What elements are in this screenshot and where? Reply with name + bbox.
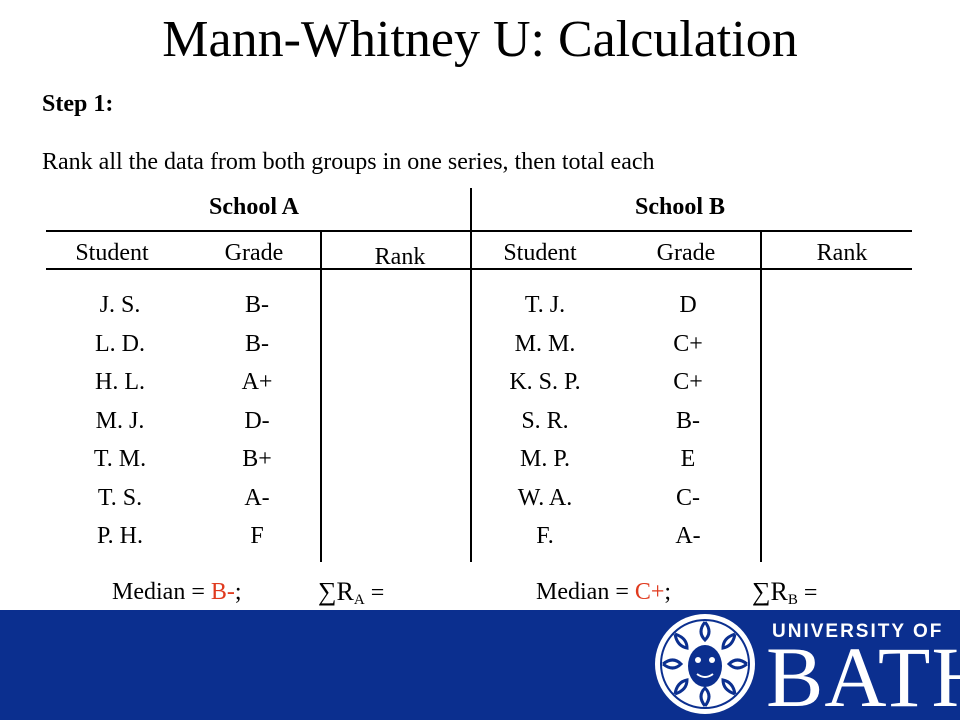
university-seal-icon xyxy=(655,614,755,714)
table-cell: T. J. xyxy=(524,292,566,318)
school-a-grade-header: Grade xyxy=(224,240,284,266)
rank-sum-subscript: B xyxy=(787,592,798,608)
median-label: Median = xyxy=(536,579,635,605)
median-label: Median = xyxy=(112,579,211,605)
school-a-student-column: J. S. L. D. H. L. M. J. T. M. T. S. P. H… xyxy=(50,286,190,556)
university-of-logotype: UNIVERSITY OF xyxy=(772,621,944,642)
school-b-grade-column: D C+ C+ B- E C- A- xyxy=(618,286,758,556)
table-cell: A- xyxy=(244,484,270,511)
table-cell: T. S. xyxy=(97,484,143,511)
table-cell: S. R. xyxy=(521,407,569,434)
table-cell: W. A. xyxy=(517,484,573,511)
step-label: Step 1: xyxy=(42,91,114,117)
table-cell: C+ xyxy=(673,330,703,357)
school-a-rank-sum: ∑RA = xyxy=(318,574,384,618)
table-cell: D- xyxy=(244,407,270,434)
table-center-divider xyxy=(470,188,472,562)
table-cell: F. xyxy=(536,523,554,549)
table-cell: M. M. xyxy=(514,330,576,357)
school-a-grade-column: B- B- A+ D- B+ A- F xyxy=(187,286,327,556)
table-cell: B+ xyxy=(242,446,272,472)
school-b-rank-divider xyxy=(760,230,762,562)
school-a-median: Median = B-; xyxy=(112,574,242,610)
school-a-heading: School A xyxy=(208,194,300,220)
table-cell: B- xyxy=(245,292,269,318)
median-value: B- xyxy=(210,579,235,605)
table-header-rule xyxy=(46,268,912,270)
footer-banner xyxy=(0,610,960,720)
table-cell: M. P. xyxy=(519,446,571,472)
table-cell: E xyxy=(680,446,696,472)
school-b-student-column: T. J. M. M. K. S. P. S. R. M. P. W. A. F… xyxy=(475,286,615,556)
rank-sum-equals: = xyxy=(797,580,818,606)
table-cell: D xyxy=(679,292,697,318)
school-b-student-header: Student xyxy=(503,240,577,266)
school-b-rank-sum: ∑RB = xyxy=(752,574,817,618)
slide-title: Mann-Whitney U: Calculation xyxy=(162,11,798,68)
table-top-rule xyxy=(46,230,912,232)
rank-sum-symbol: ∑R xyxy=(752,577,788,606)
table-cell: C+ xyxy=(673,369,703,395)
rank-sum-equals: = xyxy=(364,580,385,606)
table-cell: K. S. P. xyxy=(509,369,581,395)
table-cell: B- xyxy=(676,407,700,434)
median-suffix: ; xyxy=(664,579,672,605)
school-a-student-header: Student xyxy=(75,240,149,266)
rank-sum-subscript: A xyxy=(353,592,365,608)
school-a-rank-header: Rank xyxy=(374,244,426,270)
table-cell: B- xyxy=(245,330,269,357)
table-cell: A+ xyxy=(241,369,273,395)
table-cell: H. L. xyxy=(95,369,145,395)
rank-sum-symbol: ∑R xyxy=(318,577,354,606)
table-cell: L. D. xyxy=(95,330,145,357)
school-b-heading: School B xyxy=(634,194,726,220)
instruction-text: Rank all the data from both groups in on… xyxy=(42,149,655,175)
table-cell: F xyxy=(250,523,264,549)
school-a-rank-divider xyxy=(320,230,322,562)
bath-logotype: BATH xyxy=(766,629,960,725)
school-b-median: Median = C+; xyxy=(536,574,671,610)
table-cell: A- xyxy=(675,523,701,549)
table-cell: P. H. xyxy=(96,523,144,549)
median-value: C+ xyxy=(634,579,665,605)
table-cell: J. S. xyxy=(99,292,141,318)
school-b-grade-header: Grade xyxy=(656,240,716,266)
table-cell: C- xyxy=(676,484,700,511)
table-cell: M. J. xyxy=(95,407,145,434)
school-b-rank-header: Rank xyxy=(816,240,868,266)
median-suffix: ; xyxy=(234,579,242,605)
table-cell: T. M. xyxy=(93,446,147,472)
